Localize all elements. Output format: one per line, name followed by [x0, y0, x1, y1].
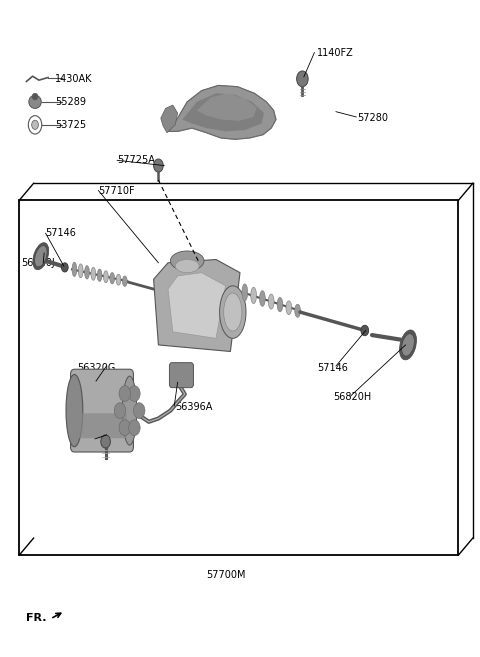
Circle shape: [133, 403, 145, 419]
Circle shape: [101, 435, 110, 448]
Ellipse shape: [72, 262, 77, 277]
Ellipse shape: [66, 374, 83, 447]
Circle shape: [119, 386, 131, 401]
Ellipse shape: [286, 301, 292, 315]
Polygon shape: [161, 105, 178, 133]
Ellipse shape: [104, 271, 108, 283]
Text: 53725: 53725: [55, 120, 86, 130]
Ellipse shape: [260, 290, 265, 306]
Text: 57146: 57146: [46, 228, 76, 238]
Ellipse shape: [78, 264, 83, 278]
Circle shape: [129, 386, 140, 401]
Ellipse shape: [116, 274, 121, 285]
Text: 57138B: 57138B: [96, 435, 133, 445]
FancyBboxPatch shape: [75, 413, 127, 438]
Text: 57725A: 57725A: [118, 155, 156, 166]
Bar: [19, 200, 458, 555]
Text: 1140FZ: 1140FZ: [317, 47, 354, 58]
Circle shape: [32, 120, 38, 129]
Ellipse shape: [84, 265, 89, 279]
FancyBboxPatch shape: [169, 363, 193, 388]
Text: 57710F: 57710F: [98, 185, 135, 196]
Circle shape: [129, 420, 140, 436]
Text: 1430AK: 1430AK: [55, 74, 93, 84]
Ellipse shape: [399, 330, 417, 360]
Ellipse shape: [97, 269, 102, 281]
Ellipse shape: [122, 276, 127, 286]
Polygon shape: [168, 85, 276, 139]
Polygon shape: [182, 93, 264, 131]
Circle shape: [361, 325, 369, 336]
Circle shape: [154, 159, 163, 172]
Ellipse shape: [224, 293, 242, 331]
Ellipse shape: [251, 287, 256, 304]
Ellipse shape: [122, 376, 137, 445]
Ellipse shape: [268, 294, 274, 309]
Polygon shape: [168, 85, 276, 139]
Polygon shape: [197, 93, 257, 121]
Ellipse shape: [91, 267, 96, 281]
Ellipse shape: [402, 334, 414, 356]
Ellipse shape: [170, 251, 204, 271]
Text: 57700M: 57700M: [206, 570, 246, 580]
Ellipse shape: [219, 286, 246, 338]
Ellipse shape: [277, 298, 283, 312]
Text: 56320G: 56320G: [77, 363, 115, 373]
Text: FR.: FR.: [26, 612, 47, 623]
Polygon shape: [168, 273, 226, 338]
Circle shape: [297, 71, 308, 87]
Text: 55289: 55289: [55, 97, 86, 107]
Polygon shape: [154, 260, 240, 351]
Ellipse shape: [175, 260, 199, 273]
Text: 57280: 57280: [358, 113, 389, 124]
Text: 56820J: 56820J: [22, 258, 55, 268]
Text: 56820H: 56820H: [334, 392, 372, 403]
Ellipse shape: [29, 95, 41, 108]
Ellipse shape: [110, 273, 115, 284]
Ellipse shape: [242, 284, 248, 301]
Ellipse shape: [35, 246, 47, 267]
Circle shape: [61, 263, 68, 272]
Ellipse shape: [33, 242, 49, 270]
Circle shape: [114, 403, 126, 419]
Text: 57146: 57146: [317, 363, 348, 373]
Circle shape: [28, 116, 42, 134]
Ellipse shape: [32, 93, 38, 100]
Text: 56396A: 56396A: [175, 402, 213, 413]
Circle shape: [119, 420, 131, 436]
Ellipse shape: [295, 304, 300, 317]
FancyBboxPatch shape: [71, 369, 133, 452]
